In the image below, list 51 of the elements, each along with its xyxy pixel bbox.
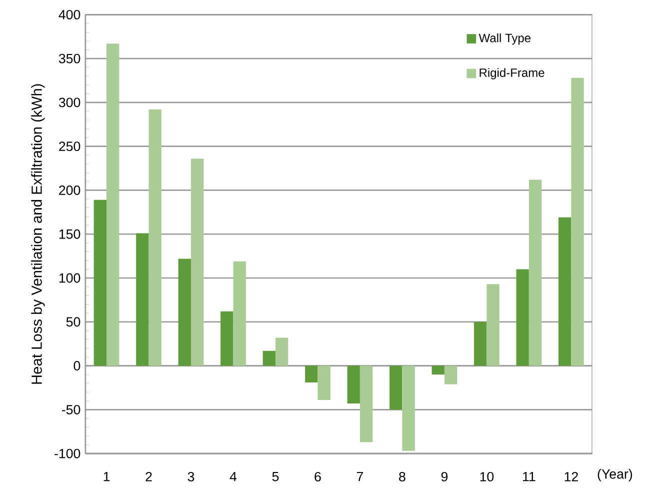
- y-tick-label: -100: [54, 448, 80, 458]
- bar: [432, 366, 444, 374]
- y-tick-label: 0: [74, 360, 80, 370]
- bar: [136, 233, 149, 366]
- legend-label: Rigid-Frame: [480, 68, 544, 80]
- bar: [318, 366, 330, 400]
- x-tick-label: 11: [523, 472, 536, 482]
- y-tick-label: 100: [59, 273, 80, 283]
- bar: [444, 366, 458, 384]
- x-tick-label: 1: [104, 472, 110, 482]
- y-tick-label: 400: [58, 10, 80, 20]
- bar: [94, 200, 107, 366]
- bar: [347, 366, 360, 404]
- bar: [233, 261, 246, 366]
- bar: [275, 338, 288, 366]
- bar: [558, 217, 572, 366]
- x-axis-title: (Year): [598, 468, 632, 482]
- bar: [360, 366, 373, 442]
- bar: [390, 366, 402, 410]
- bar: [262, 350, 276, 366]
- bar: [486, 284, 500, 366]
- bar: [148, 109, 162, 366]
- x-tick-label: 3: [188, 472, 194, 482]
- bar: [571, 78, 584, 366]
- bar: [106, 44, 120, 366]
- legend-label: Wall Type: [478, 33, 530, 45]
- y-tick-label: 300: [58, 98, 80, 108]
- x-tick-label: 7: [356, 472, 364, 482]
- y-tick-label: 200: [59, 185, 80, 195]
- y-tick-label: 350: [58, 54, 80, 64]
- bar: [178, 258, 191, 366]
- x-tick-label: 8: [399, 472, 406, 482]
- y-tick-label: 150: [59, 229, 80, 239]
- x-tick-label: 9: [441, 472, 448, 482]
- bar: [402, 366, 415, 451]
- y-tick-label: -50: [62, 404, 80, 414]
- x-tick-label: 5: [272, 472, 279, 482]
- x-tick-label: 4: [230, 472, 237, 482]
- bar: [474, 322, 487, 366]
- y-axis-title: Heat Loss by Ventilation and Exfiltration (kWh): [31, 84, 45, 384]
- x-tick-label: 12: [564, 472, 578, 482]
- bar: [220, 311, 234, 366]
- x-tick-label: 6: [314, 472, 321, 482]
- y-tick-label: 250: [59, 142, 80, 151]
- bar: [516, 269, 529, 366]
- x-tick-label: 10: [480, 472, 494, 482]
- y-tick-label: 50: [66, 317, 80, 326]
- bar: [190, 158, 204, 366]
- x-tick-label: 2: [146, 472, 152, 482]
- bar: [528, 180, 542, 366]
- bar: [305, 366, 318, 382]
